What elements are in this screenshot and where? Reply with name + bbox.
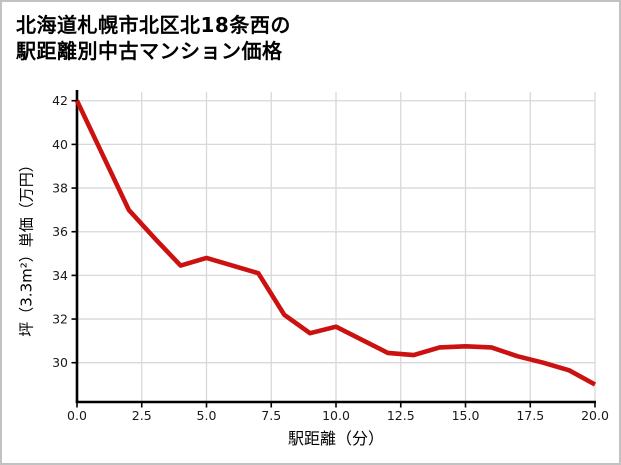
x-tick-label: 7.5 [261,408,281,423]
x-tick-label: 0.0 [67,408,87,423]
x-tick-label: 17.5 [516,408,544,423]
y-tick-label: 38 [52,181,68,196]
x-tick-label: 15.0 [452,408,480,423]
x-axis-label: 駅距離（分） [287,429,384,448]
y-tick-label: 36 [52,224,68,239]
y-tick-label: 40 [52,137,68,152]
y-tick-label: 32 [52,312,68,327]
x-tick-label: 12.5 [387,408,415,423]
y-tick-label: 42 [52,93,68,108]
y-tick-label: 30 [52,355,68,370]
chart-title-line2: 駅距離別中古マンション価格 [16,39,283,63]
x-tick-label: 5.0 [197,408,217,423]
x-tick-label: 2.5 [132,408,152,423]
y-axis-label: 坪（3.3m²）単価（万円） [17,157,36,337]
x-tick-label: 10.0 [322,408,350,423]
chart-title: 北海道札幌市北区北18条西の 駅距離別中古マンション価格 [16,12,291,64]
x-tick-label: 20.0 [581,408,609,423]
chart-title-line1: 北海道札幌市北区北18条西の [16,13,291,37]
y-tick-label: 34 [52,268,68,283]
price-line [74,99,597,387]
